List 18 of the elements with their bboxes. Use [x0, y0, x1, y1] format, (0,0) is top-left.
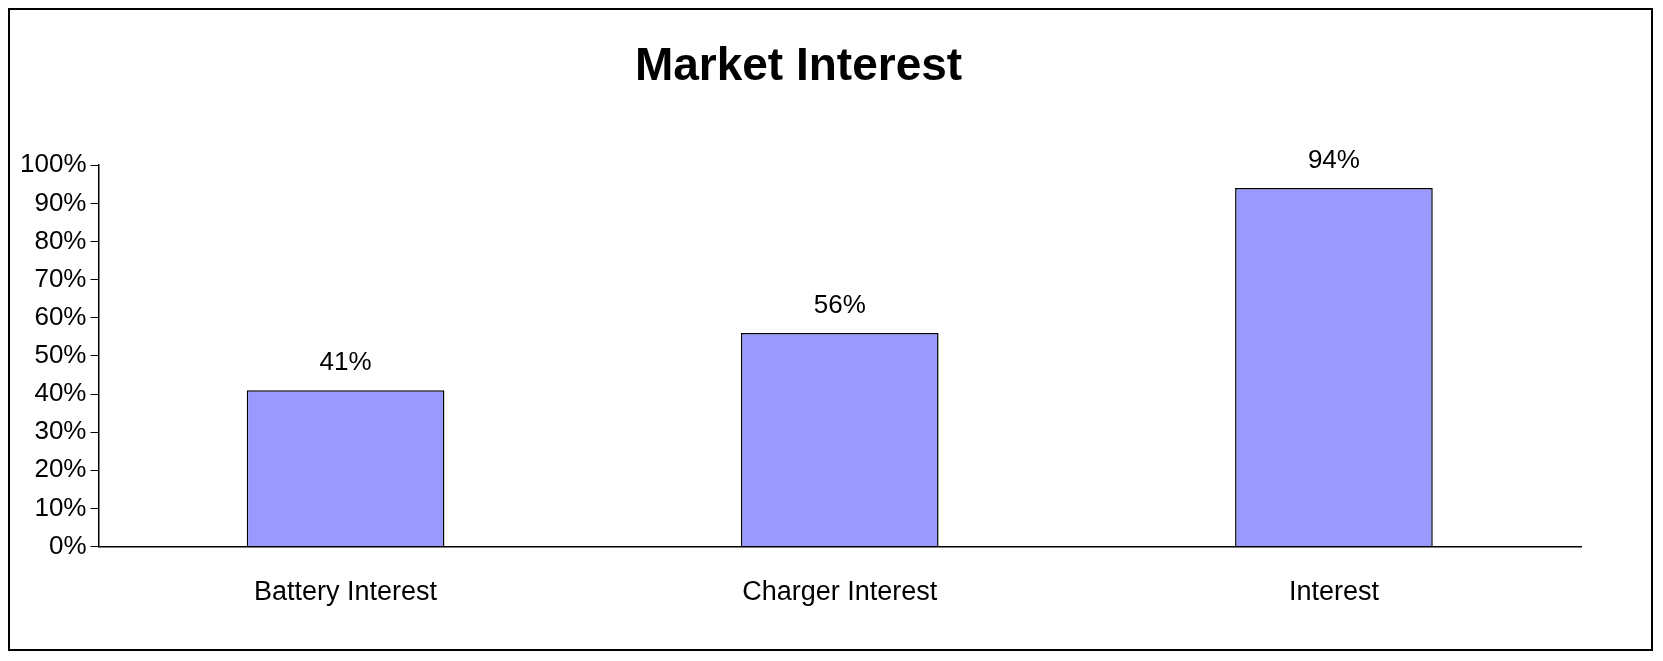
- x-tick-label: Interest: [1288, 576, 1380, 607]
- y-tick-label: 60%: [34, 300, 87, 331]
- y-tick-label: 0%: [48, 529, 87, 560]
- y-tick-label: 20%: [34, 453, 87, 484]
- y-tick-label: 70%: [34, 262, 87, 293]
- data-label: 56%: [813, 289, 866, 320]
- x-tick-label: Battery Interest: [254, 576, 438, 607]
- y-tick-label: 50%: [34, 339, 87, 370]
- y-tick-label: 40%: [34, 377, 87, 408]
- y-tick-label: 90%: [34, 186, 87, 217]
- y-tick-label: 10%: [34, 491, 87, 522]
- data-label: 94%: [1307, 144, 1360, 175]
- y-tick-label: 30%: [34, 415, 87, 446]
- y-tick-label: 100%: [20, 148, 87, 179]
- x-tick-label: Charger Interest: [742, 576, 938, 607]
- data-label: 41%: [319, 346, 372, 377]
- chart-title: Market Interest: [634, 38, 963, 91]
- y-tick-label: 80%: [34, 224, 87, 255]
